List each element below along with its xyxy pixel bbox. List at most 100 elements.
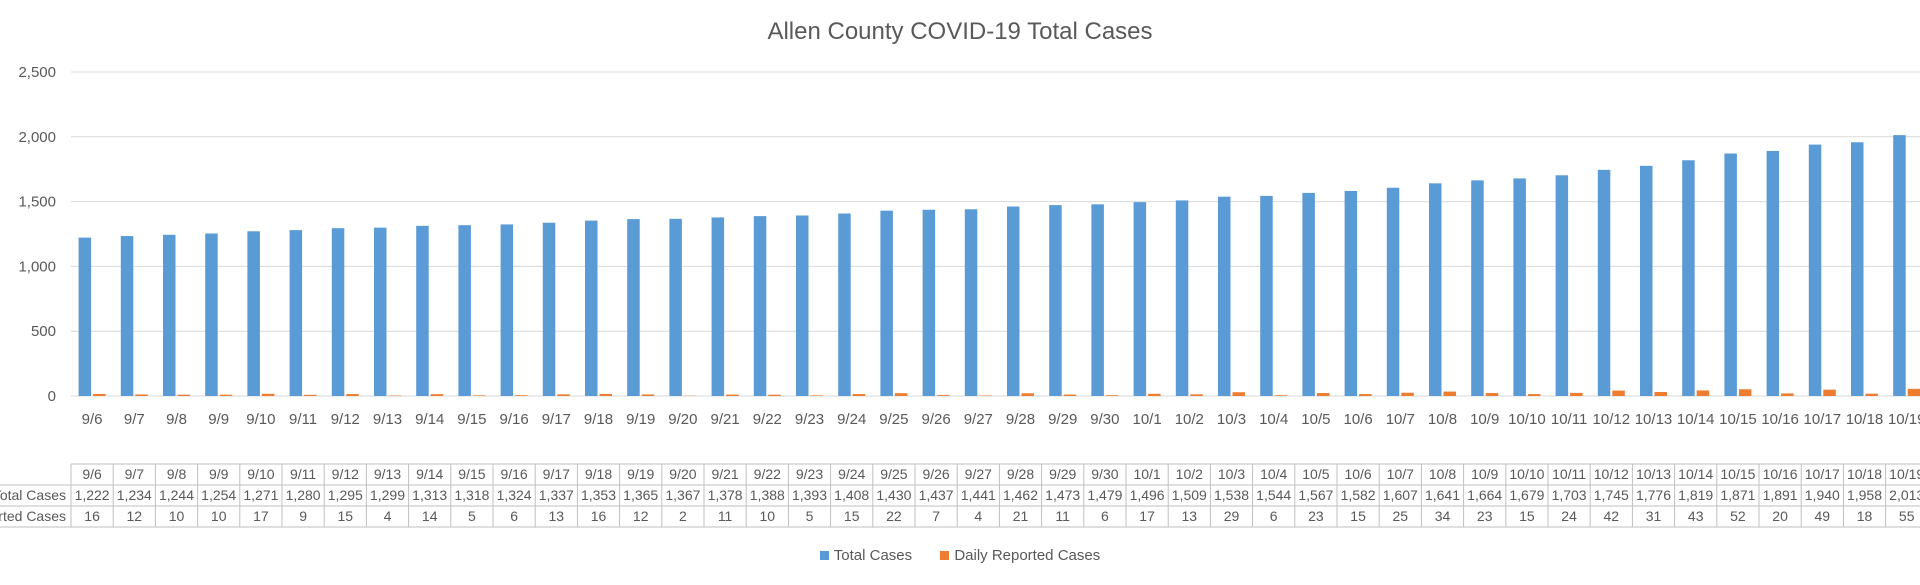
x-tick-label: 10/11 xyxy=(1551,411,1587,428)
x-tick-label: 9/19 xyxy=(626,411,655,428)
x-tick-label: 10/7 xyxy=(1386,411,1415,428)
table-cell-date: 10/1 xyxy=(1133,466,1160,482)
bar-daily-reported-cases xyxy=(472,395,486,396)
table-row-label-daily-reported-cases: Daily Reported Cases xyxy=(0,508,66,524)
bar-daily-reported-cases xyxy=(261,393,275,396)
bar-total-cases xyxy=(1682,160,1695,396)
table-cell-daily-reported-cases: 15 xyxy=(1350,508,1366,524)
table-cell-date: 10/6 xyxy=(1344,466,1371,482)
legend: Total Cases Daily Reported Cases xyxy=(0,547,1920,564)
table-cell-date: 10/9 xyxy=(1471,466,1498,482)
x-tick-label: 9/29 xyxy=(1048,411,1077,428)
x-tick-label: 10/6 xyxy=(1343,411,1372,428)
x-tick-label: 10/12 xyxy=(1593,411,1631,428)
table-cell-total-cases: 1,378 xyxy=(708,487,743,503)
bar-total-cases xyxy=(374,227,387,396)
bar-total-cases xyxy=(880,210,893,396)
y-tick-label: 1,500 xyxy=(18,194,56,211)
chart-title: Allen County COVID-19 Total Cases xyxy=(767,18,1153,45)
bar-daily-reported-cases xyxy=(726,394,739,396)
x-tick-label: 9/10 xyxy=(246,411,275,428)
bar-total-cases xyxy=(1640,165,1653,396)
x-tick-label: 10/4 xyxy=(1259,411,1288,428)
bar-daily-reported-cases xyxy=(1443,391,1456,396)
bar-daily-reported-cases xyxy=(177,394,190,396)
bar-daily-reported-cases xyxy=(1316,393,1330,396)
table-cell-total-cases: 1,544 xyxy=(1256,487,1291,503)
x-tick-label: 9/22 xyxy=(753,411,782,428)
table-cell-total-cases: 1,318 xyxy=(454,487,489,503)
table-cell-daily-reported-cases: 22 xyxy=(886,508,902,524)
table-cell-date: 9/29 xyxy=(1049,466,1076,482)
table-cell-total-cases: 1,367 xyxy=(665,487,700,503)
table-cell-total-cases: 1,479 xyxy=(1087,487,1122,503)
table-cell-total-cases: 1,324 xyxy=(497,487,532,503)
table-cell-date: 10/16 xyxy=(1763,466,1798,482)
bar-total-cases xyxy=(120,236,134,396)
bar-total-cases xyxy=(1133,202,1147,396)
legend-item-daily-reported-cases: Daily Reported Cases xyxy=(940,547,1100,564)
bar-total-cases xyxy=(1386,187,1400,396)
bar-daily-reported-cases xyxy=(1570,392,1583,396)
table-cell-daily-reported-cases: 12 xyxy=(633,508,649,524)
table-cell-daily-reported-cases: 6 xyxy=(510,508,518,524)
table-cell-date: 10/19 xyxy=(1889,466,1920,482)
x-tick-label: 9/23 xyxy=(795,411,824,428)
table-cell-total-cases: 1,337 xyxy=(539,487,574,503)
table-cell-total-cases: 1,462 xyxy=(1003,487,1038,503)
bar-daily-reported-cases xyxy=(1148,393,1161,396)
table-cell-total-cases: 1,679 xyxy=(1509,487,1544,503)
bar-daily-reported-cases xyxy=(304,394,317,396)
table-cell-daily-reported-cases: 24 xyxy=(1561,508,1577,524)
bar-total-cases xyxy=(1049,205,1062,396)
x-tick-label: 9/13 xyxy=(373,411,402,428)
table-cell-daily-reported-cases: 17 xyxy=(1139,508,1155,524)
x-tick-label: 9/30 xyxy=(1090,411,1119,428)
bar-daily-reported-cases xyxy=(1105,395,1119,396)
table-cell-total-cases: 1,365 xyxy=(623,487,658,503)
bar-daily-reported-cases xyxy=(852,394,866,396)
table-cell-daily-reported-cases: 16 xyxy=(591,508,607,524)
table-cell-total-cases: 1,745 xyxy=(1594,487,1629,503)
x-tick-label: 10/9 xyxy=(1470,411,1499,428)
table-cell-daily-reported-cases: 31 xyxy=(1646,508,1662,524)
table-cell-daily-reported-cases: 2 xyxy=(679,508,687,524)
table-cell-total-cases: 1,280 xyxy=(286,487,321,503)
table-cell-date: 9/11 xyxy=(290,466,316,482)
table-cell-daily-reported-cases: 49 xyxy=(1815,508,1831,524)
x-tick-label: 9/17 xyxy=(542,411,571,428)
bar-total-cases xyxy=(542,222,556,396)
bar-total-cases xyxy=(838,213,851,396)
bar-daily-reported-cases xyxy=(810,395,823,396)
table-cell-total-cases: 1,509 xyxy=(1172,487,1207,503)
table-cell-total-cases: 1,234 xyxy=(117,487,152,503)
table-cell-total-cases: 1,641 xyxy=(1425,487,1460,503)
table-cell-daily-reported-cases: 12 xyxy=(127,508,143,524)
bar-total-cases xyxy=(416,225,429,396)
legend-label-total-cases: Total Cases xyxy=(833,547,913,564)
x-tick-label: 10/5 xyxy=(1301,411,1330,428)
table-cell-date: 10/17 xyxy=(1805,466,1840,482)
bar-daily-reported-cases xyxy=(1274,395,1288,396)
table-cell-daily-reported-cases: 15 xyxy=(844,508,860,524)
table-cell-date: 10/8 xyxy=(1429,466,1456,482)
table-cell-daily-reported-cases: 6 xyxy=(1270,508,1278,524)
bar-total-cases xyxy=(1175,200,1189,396)
x-tick-label: 10/13 xyxy=(1635,411,1673,428)
bar-daily-reported-cases xyxy=(135,394,148,396)
bar-total-cases xyxy=(922,209,936,396)
table-cell-daily-reported-cases: 52 xyxy=(1730,508,1746,524)
bar-daily-reported-cases xyxy=(599,393,612,396)
table-cell-date: 10/10 xyxy=(1509,466,1544,482)
bar-total-cases xyxy=(1302,192,1315,396)
table-cell-date: 9/20 xyxy=(669,466,696,482)
bar-total-cases xyxy=(205,233,218,396)
table-cell-total-cases: 1,871 xyxy=(1720,487,1755,503)
legend-swatch-daily-reported-cases xyxy=(940,551,950,560)
table-cell-total-cases: 1,299 xyxy=(370,487,405,503)
table-cell-daily-reported-cases: 6 xyxy=(1101,508,1109,524)
bar-total-cases xyxy=(1260,195,1273,396)
bar-daily-reported-cases xyxy=(1021,393,1034,396)
bar-daily-reported-cases xyxy=(557,394,570,396)
table-cell-daily-reported-cases: 4 xyxy=(974,508,982,524)
